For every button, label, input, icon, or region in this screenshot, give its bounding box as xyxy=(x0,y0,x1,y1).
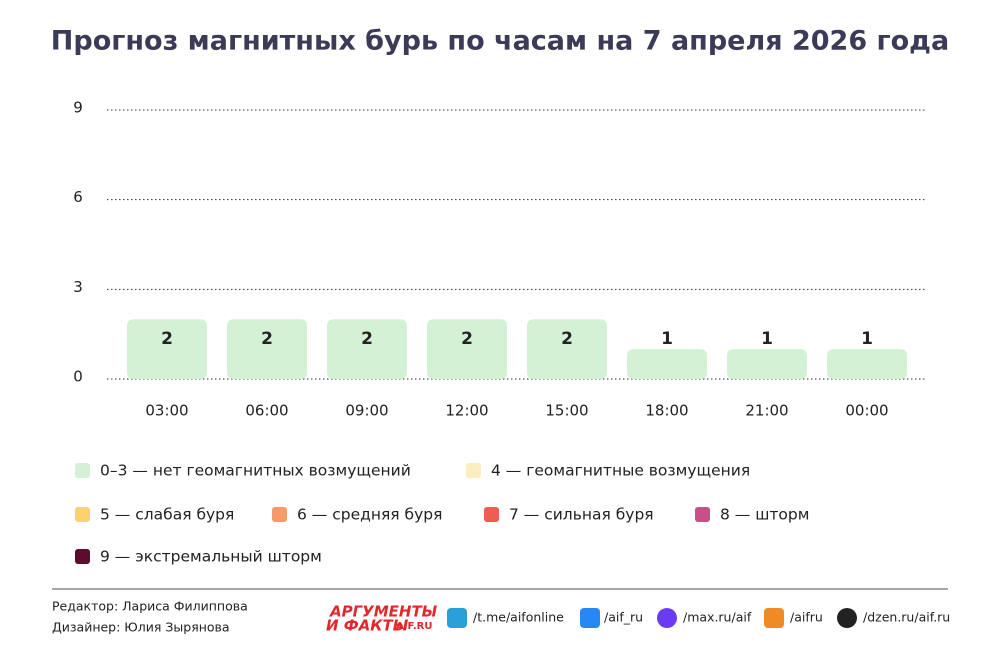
designer: Дизайнер: Юлия Зырянова xyxy=(52,620,230,635)
y-tick-label: 0 xyxy=(73,368,83,386)
legend-swatch xyxy=(695,507,710,522)
y-tick-label: 9 xyxy=(73,99,83,117)
logo: АРГУМЕНТЫ xyxy=(329,603,438,621)
x-tick-label: 03:00 xyxy=(145,402,188,420)
x-tick-label: 18:00 xyxy=(645,402,688,420)
social-link: /aif_ru xyxy=(604,610,643,625)
ok-icon xyxy=(764,608,784,628)
x-tick-label: 06:00 xyxy=(245,402,288,420)
chart-title: Прогноз магнитных бурь по часам на 7 апр… xyxy=(51,26,949,57)
legend-swatch xyxy=(75,549,90,564)
social-link: /aifru xyxy=(790,610,823,625)
legend-label: 7 — сильная буря xyxy=(509,506,654,524)
bar xyxy=(427,319,507,379)
social-link: /t.me/aifonline xyxy=(473,610,564,625)
logo: И ФАКТЫ xyxy=(326,617,409,635)
legend-label: 6 — средняя буря xyxy=(297,506,442,524)
legend-swatch xyxy=(75,507,90,522)
bar xyxy=(827,349,907,379)
editor: Редактор: Лариса Филиппова xyxy=(52,599,248,614)
y-tick-label: 3 xyxy=(73,278,83,296)
telegram-icon xyxy=(447,608,467,628)
legend-swatch xyxy=(272,507,287,522)
y-tick-label: 6 xyxy=(73,188,83,206)
social-link: /dzen.ru/aif.ru xyxy=(863,610,950,625)
logo: AIF.RU xyxy=(396,621,432,632)
bar xyxy=(727,349,807,379)
value-label: 2 xyxy=(161,329,173,349)
legend-swatch xyxy=(484,507,499,522)
x-tick-label: 00:00 xyxy=(845,402,888,420)
value-label: 2 xyxy=(561,329,573,349)
value-label: 2 xyxy=(261,329,273,349)
x-tick-label: 21:00 xyxy=(745,402,788,420)
x-tick-label: 15:00 xyxy=(545,402,588,420)
legend-label: 9 — экстремальный шторм xyxy=(100,548,322,566)
value-label: 2 xyxy=(361,329,373,349)
bar xyxy=(227,319,307,379)
value-label: 1 xyxy=(861,329,873,349)
value-label: 2 xyxy=(461,329,473,349)
social-link: /max.ru/aif xyxy=(683,610,752,625)
legend-label: 5 — слабая буря xyxy=(100,506,234,524)
x-tick-label: 09:00 xyxy=(345,402,388,420)
legend-label: 4 — геомагнитные возмущения xyxy=(491,462,750,480)
bar xyxy=(627,349,707,379)
bar xyxy=(527,319,607,379)
x-tick-label: 12:00 xyxy=(445,402,488,420)
legend-swatch xyxy=(75,463,90,478)
dzen-icon xyxy=(837,608,857,628)
legend-label: 8 — шторм xyxy=(720,506,809,524)
legend-label: 0–3 — нет геомагнитных возмущений xyxy=(100,462,411,480)
vk-icon xyxy=(580,608,600,628)
bar xyxy=(127,319,207,379)
value-label: 1 xyxy=(661,329,673,349)
legend-swatch xyxy=(466,463,481,478)
bar xyxy=(327,319,407,379)
max-icon xyxy=(657,608,677,628)
value-label: 1 xyxy=(761,329,773,349)
